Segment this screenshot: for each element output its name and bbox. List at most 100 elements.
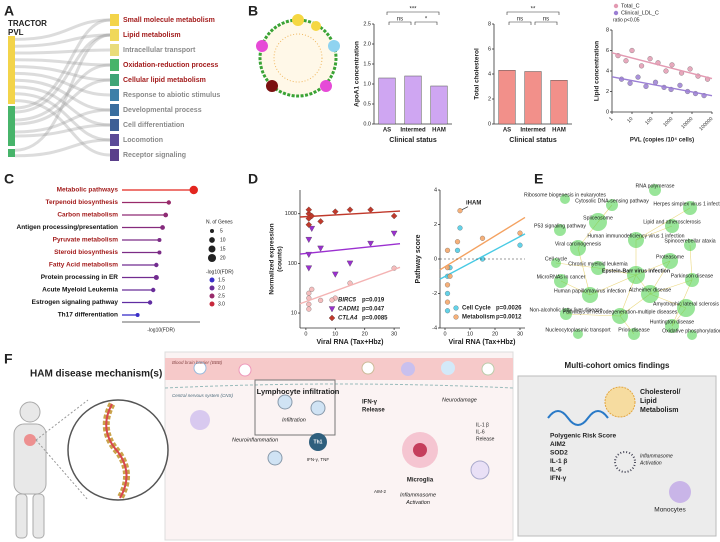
inflammasome-icon (614, 451, 636, 473)
point (318, 297, 324, 303)
panel-letter: C (4, 171, 14, 187)
finding-label: Inflammasome (640, 453, 673, 459)
term-label: Receptor signaling (123, 152, 186, 159)
y-axis-label: Lipid concentration (594, 41, 601, 101)
section-title: Multi-cohort omics findings (565, 361, 670, 370)
category-label: Acute Myeloid Leukemia (42, 287, 118, 294)
node-label: Huntington disease (650, 319, 695, 325)
x-tick-label: 20 (362, 331, 368, 337)
mechanism-label: Infiltration (282, 417, 306, 423)
lipoprotein (258, 18, 338, 98)
lollipop-head (147, 300, 153, 305)
x-tick-label: 10 (332, 331, 338, 337)
y-tick-label: 2.5 (363, 21, 371, 27)
head (19, 401, 41, 423)
node-label: Prion disease (618, 327, 650, 333)
sig-label: ns (397, 17, 403, 23)
term-label: Lipid metabolism (123, 32, 181, 39)
sankey-flow (14, 138, 111, 158)
sig-label: ** (531, 7, 536, 13)
network-node (551, 258, 561, 268)
legend-swatch (453, 314, 459, 320)
legend-size (207, 253, 217, 263)
node-label: Cell cycle (545, 256, 567, 262)
network-node (628, 232, 644, 248)
legend-label: 1.5 (218, 277, 225, 283)
fit-line (299, 266, 401, 305)
lollipop-head (157, 237, 162, 243)
node-label: Spliceosome (583, 215, 613, 221)
network-edge (555, 262, 599, 269)
node-label: Nucleocytoplasmic transport (545, 327, 611, 333)
zoom-line (35, 399, 89, 441)
bar (524, 71, 542, 125)
annotation-arrow (461, 206, 469, 211)
x-tick-label: HAM (552, 128, 566, 134)
sankey-target (110, 14, 119, 26)
leg (15, 493, 28, 539)
dna (547, 410, 609, 426)
barrier (164, 383, 514, 389)
cell (481, 362, 495, 376)
network-node (628, 328, 640, 340)
point (643, 83, 649, 89)
network-node (641, 285, 659, 303)
finding-label: IL-1 β (550, 458, 567, 465)
category-label: Steroid biosynthesis (54, 249, 118, 256)
legend-label: 5 (220, 228, 223, 234)
point (687, 66, 693, 72)
y-tick-label: 10 (291, 310, 297, 316)
legend-size (209, 237, 215, 243)
legend-label: CTLA4 (338, 316, 358, 322)
category-label: Pyruvate metabolism (53, 237, 119, 244)
sankey-target (110, 59, 119, 71)
lollipop-head (154, 262, 159, 268)
sankey-target (110, 89, 119, 101)
sankey-title: TRACTOR (8, 19, 47, 28)
point (309, 286, 315, 292)
network-node (665, 319, 679, 333)
y-tick-label: 0 (434, 256, 437, 262)
sig-bracket (508, 21, 532, 25)
mechanism-box (164, 351, 514, 541)
point (669, 62, 675, 68)
x-tick-label: 30 (517, 331, 523, 337)
x-tick-label: 20 (492, 331, 498, 337)
cell (361, 361, 375, 375)
finding-label: Monocytes (654, 507, 686, 514)
cell (401, 362, 415, 376)
mechanism-label: Neurodamage (442, 397, 477, 403)
sankey-flow (14, 85, 111, 127)
legend-swatch (613, 3, 619, 9)
category-label: Estrogen signaling pathway (32, 299, 119, 306)
legend-swatch (328, 314, 336, 322)
panel-letter: D (248, 171, 258, 187)
x-axis-label: Viral RNA (Tax+Hbz) (317, 339, 384, 346)
category-label: Protein processing in ER (41, 274, 119, 281)
apo-ball (320, 80, 332, 92)
y-tick-label: 8 (488, 21, 491, 27)
sankey-flow (14, 33, 111, 152)
network-node (687, 330, 697, 340)
legend-title: -log10(FDR) (206, 269, 234, 275)
network-node (685, 273, 699, 287)
point (454, 239, 461, 245)
legend-label: Cell Cycle (462, 306, 491, 312)
point (306, 290, 312, 296)
mechanism-label: Microglia (407, 478, 434, 484)
point (390, 212, 398, 220)
sig-label: ns (543, 17, 549, 23)
sankey-target (110, 44, 119, 56)
panel-letter: E (534, 171, 543, 187)
network-edge (577, 247, 591, 296)
point (306, 301, 312, 307)
y-tick-label: 6 (488, 46, 491, 52)
finding-label: Lipid (640, 398, 657, 405)
panel-letter: B (248, 3, 258, 19)
x-axis-label: -log10(FDR) (147, 327, 175, 333)
point (444, 308, 451, 314)
legend-label: 2.5 (218, 293, 225, 299)
x-tick-label: AS (383, 128, 391, 134)
point (444, 290, 451, 297)
fit-line (439, 216, 526, 271)
